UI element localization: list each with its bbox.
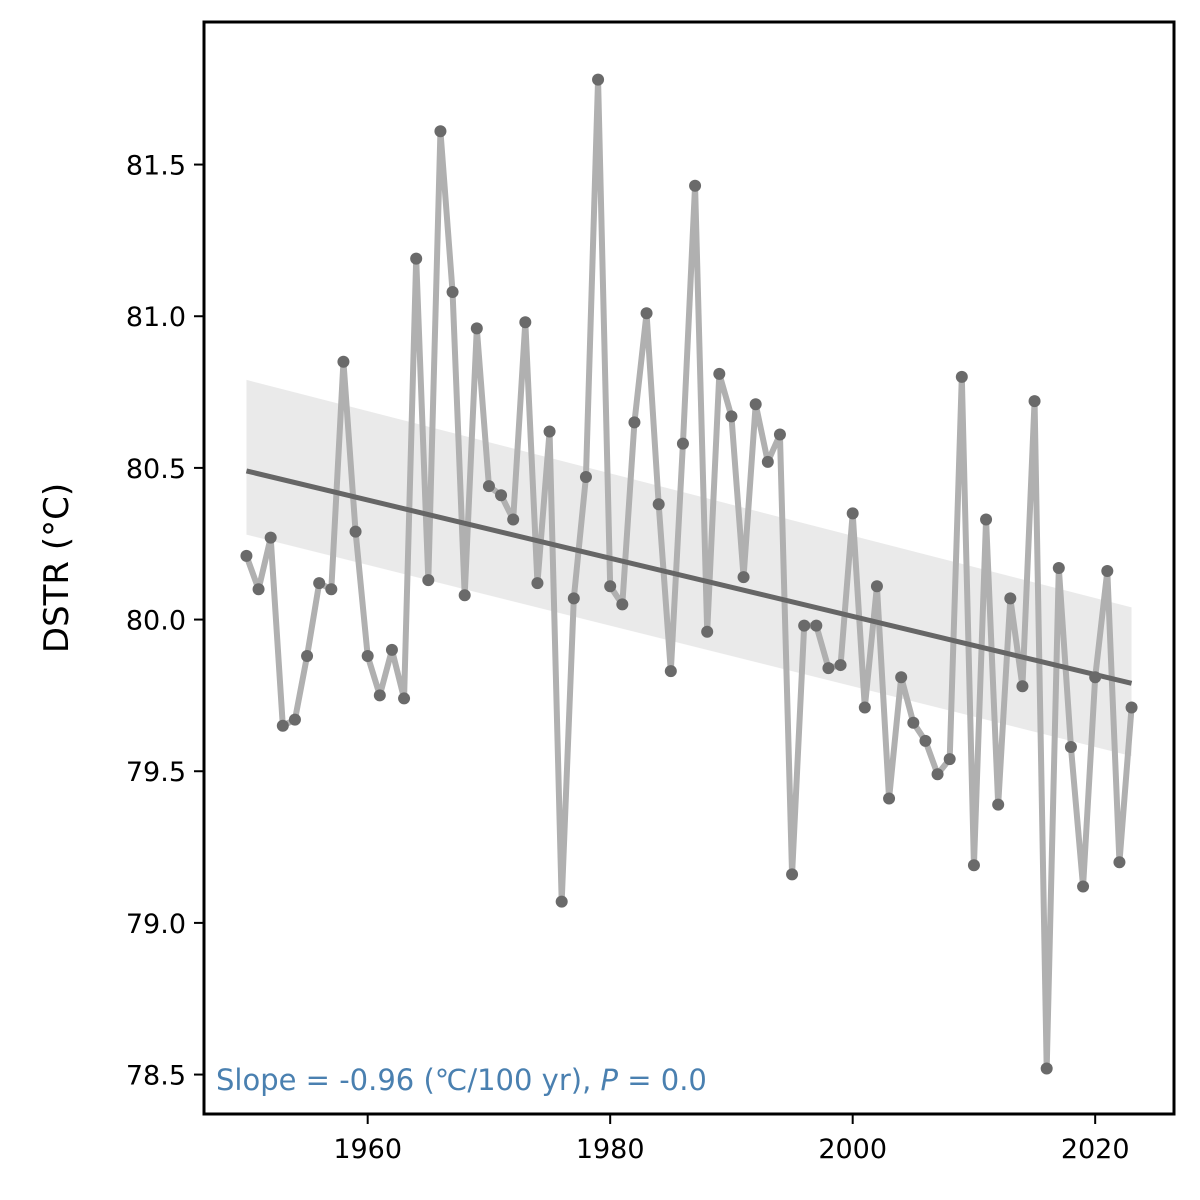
data-point [555,895,568,908]
data-point [676,437,689,450]
data-point [870,580,883,593]
y-tick-label: 81.5 [126,151,186,182]
data-point [373,689,386,702]
data-point [773,428,786,441]
data-point [349,525,362,538]
data-point [495,489,508,502]
trend-line [245,468,1133,686]
data-point [1113,856,1126,869]
x-tick-label: 2020 [1061,1134,1130,1165]
slope-annotation-suffix: = 0.0 [618,1063,707,1097]
y-tick-label: 79.0 [126,909,186,940]
data-point [385,643,398,656]
data-point [967,859,980,872]
data-point [810,619,823,632]
data-point [301,649,314,662]
data-point [264,531,277,544]
data-point [761,455,774,468]
y-tick-label: 78.5 [126,1061,186,1092]
data-point [943,753,956,766]
data-point [1101,565,1114,578]
data-point [737,571,750,584]
data-point [288,713,301,726]
data-point [652,498,665,511]
data-point [361,649,374,662]
data-point [907,716,920,729]
data-point [276,719,289,732]
data-point [252,583,265,596]
data-point [446,285,459,298]
data-point [858,701,871,714]
data-point [398,692,411,705]
data-point [895,671,908,684]
y-tick-label: 79.5 [126,757,186,788]
data-point [883,792,896,805]
data-point [458,589,471,602]
data-point [519,316,532,329]
marker-layer [240,73,1138,1075]
x-tick-label: 2000 [818,1134,887,1165]
data-point [337,355,350,368]
data-point [1040,1062,1053,1075]
data-point [507,513,520,526]
data-point [664,665,677,678]
y-tick-label: 80.0 [126,606,186,637]
data-point [1016,680,1029,693]
data-point [1004,592,1017,605]
data-point [640,307,653,320]
data-point [713,367,726,380]
data-point [955,370,968,383]
data-point [749,398,762,411]
data-point [1077,880,1090,893]
x-tick-label: 1980 [576,1134,645,1165]
data-point [579,471,592,483]
data-point [482,480,495,493]
slope-annotation-p: P [601,1063,619,1097]
data-point [434,125,447,138]
x-tick-label: 1960 [333,1134,402,1165]
data-point [931,768,944,781]
series-layer [243,76,1135,1072]
data-point [325,583,338,596]
data-point [1064,740,1077,753]
y-tick-label: 81.0 [126,302,186,333]
data-point [725,410,738,423]
data-point [531,577,544,590]
data-point [240,549,253,562]
data-point [786,868,799,881]
data-point [701,625,714,638]
data-point [470,322,483,335]
data-point [543,425,556,438]
slope-annotation-prefix: Slope = -0.96 (℃/100 yr), [216,1063,601,1097]
data-point [628,416,641,429]
series-line [243,76,1135,1072]
data-point [980,513,993,526]
data-point [919,734,932,747]
data-point [410,252,423,265]
data-point [604,580,617,593]
data-point [798,619,811,632]
data-point [1052,562,1065,574]
data-point [1089,671,1102,684]
y-tick-label: 80.5 [126,454,186,485]
plot-frame [202,20,1176,1116]
data-point [616,598,629,611]
data-point [1125,701,1138,714]
data-point [1028,395,1041,408]
data-point [992,798,1005,811]
data-point [592,73,605,86]
x-axis: 1960 1980 2000 2020 [333,1114,1130,1165]
data-point [834,659,847,672]
data-point [846,507,859,520]
data-point [689,179,702,192]
data-point [822,662,835,675]
data-point [567,592,580,605]
slope-annotation: Slope = -0.96 (℃/100 yr), P = 0.0 [216,1063,707,1097]
y-axis: 78.5 79.0 79.5 80.0 80.5 81.0 81.5 [126,151,204,1092]
data-point [313,577,326,590]
data-point [422,574,435,587]
y-axis-title: DSTR (°C) [37,483,77,653]
trend-layer [245,468,1133,686]
